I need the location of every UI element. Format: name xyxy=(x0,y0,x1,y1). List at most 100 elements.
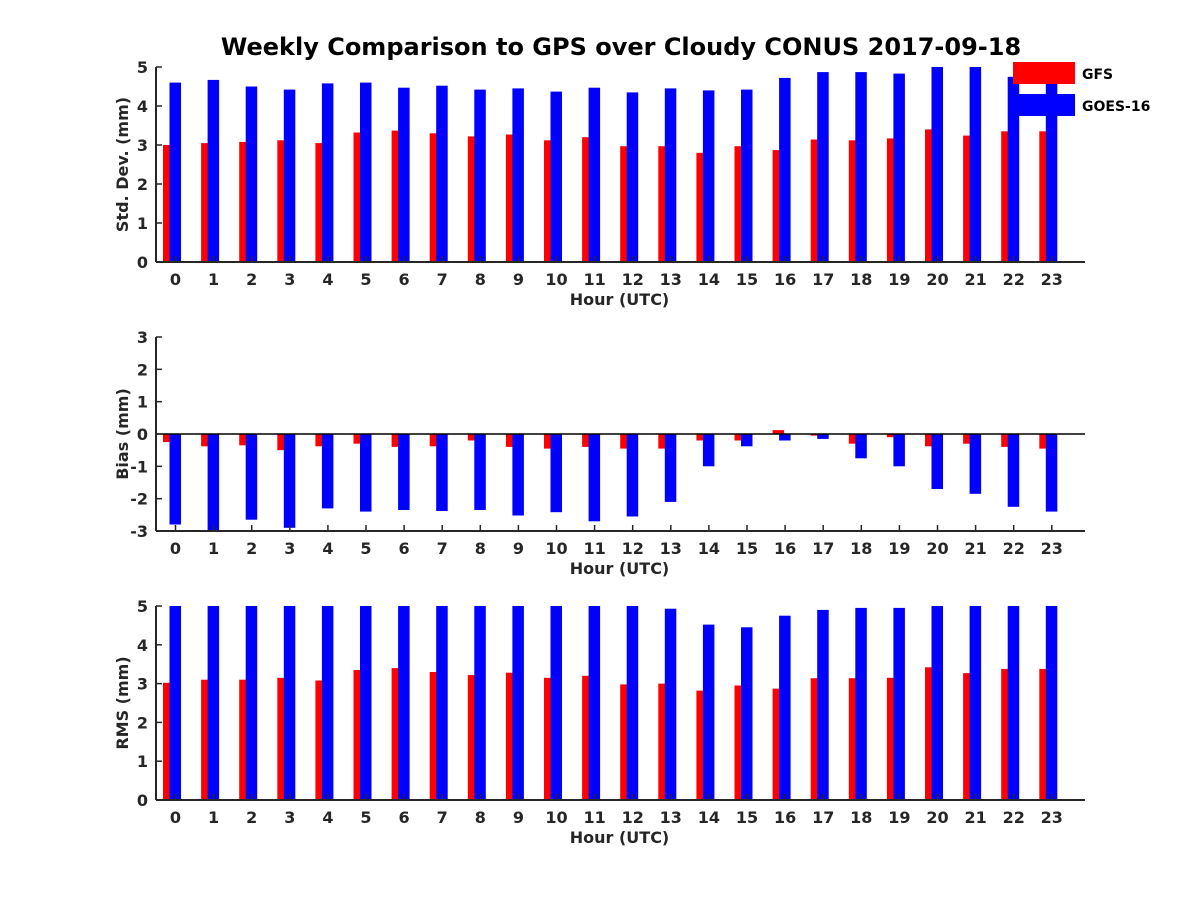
bar-gfs-17 xyxy=(810,139,823,262)
bar-gfs-13 xyxy=(658,146,670,262)
bar-goes16-21 xyxy=(969,606,982,800)
bar-goes16-6 xyxy=(398,606,410,800)
bar-goes16-2 xyxy=(245,434,258,520)
x-tick-label: 19 xyxy=(888,808,910,827)
bar-goes16-20 xyxy=(931,67,943,262)
bar-gfs-12 xyxy=(620,434,632,449)
y-tick-label: -1 xyxy=(130,457,148,476)
bar-gfs-7 xyxy=(429,672,442,800)
bar-gfs-13 xyxy=(658,683,670,800)
bar-gfs-4 xyxy=(315,680,327,800)
bar-goes16-20 xyxy=(931,606,943,800)
bar-goes16-6 xyxy=(398,434,410,510)
bar-goes16-7 xyxy=(436,606,448,800)
bar-gfs-10 xyxy=(544,140,556,262)
bar-goes16-0 xyxy=(169,606,181,800)
x-tick-label: 15 xyxy=(736,539,758,558)
legend-label-gfs: GFS xyxy=(1082,67,1113,83)
bar-gfs-12 xyxy=(620,684,632,800)
x-tick-label: 0 xyxy=(170,539,181,558)
bar-gfs-7 xyxy=(429,434,442,447)
y-tick-label: 3 xyxy=(137,328,148,347)
bar-goes16-18 xyxy=(855,72,867,262)
bar-goes16-22 xyxy=(1007,606,1020,800)
x-tick-label: 6 xyxy=(399,539,410,558)
bar-gfs-19 xyxy=(886,677,899,800)
y-tick-label: 2 xyxy=(137,713,148,732)
bar-goes16-21 xyxy=(969,434,982,494)
bar-goes16-17 xyxy=(817,72,829,262)
y-tick-label: 2 xyxy=(137,360,148,379)
y-tick-label: -3 xyxy=(130,522,148,541)
bar-goes16-17 xyxy=(817,609,829,800)
bar-gfs-23 xyxy=(1039,434,1051,449)
x-tick-label: 0 xyxy=(170,808,181,827)
bar-gfs-22 xyxy=(1001,131,1013,262)
x-tick-label: 13 xyxy=(660,539,682,558)
bar-goes16-16 xyxy=(779,434,791,441)
bar-gfs-20 xyxy=(925,434,937,447)
x-tick-label: 4 xyxy=(322,539,333,558)
legend: GFS GOES-16 xyxy=(1013,62,1150,116)
x-tick-label: 3 xyxy=(284,539,295,558)
x-tick-label: 23 xyxy=(1041,270,1063,289)
bar-gfs-17 xyxy=(810,434,823,436)
bar-goes16-10 xyxy=(550,91,562,262)
y-tick-label: 0 xyxy=(137,425,148,444)
x-tick-label: 17 xyxy=(812,539,834,558)
bar-gfs-2 xyxy=(239,679,251,800)
bar-goes16-11 xyxy=(588,606,601,800)
bar-gfs-13 xyxy=(658,434,670,449)
x-tick-label: 19 xyxy=(888,539,910,558)
x-tick-label: 15 xyxy=(736,270,758,289)
x-tick-label: 21 xyxy=(964,270,986,289)
x-tick-label: 10 xyxy=(545,539,567,558)
y-tick-label: 1 xyxy=(137,752,148,771)
x-tick-label: 11 xyxy=(583,270,605,289)
bar-gfs-19 xyxy=(886,434,899,438)
x-tick-label: 1 xyxy=(208,539,219,558)
x-tick-label: 12 xyxy=(622,539,644,558)
x-tick-label: 23 xyxy=(1041,539,1063,558)
x-tick-label: 15 xyxy=(736,808,758,827)
bar-gfs-9 xyxy=(505,134,518,262)
bar-gfs-8 xyxy=(467,434,480,441)
x-tick-label: 6 xyxy=(399,808,410,827)
y-tick-label: 2 xyxy=(137,175,148,194)
bar-gfs-4 xyxy=(315,434,327,447)
y-tick-label: 0 xyxy=(137,791,148,810)
bar-goes16-1 xyxy=(207,434,220,531)
bar-gfs-22 xyxy=(1001,668,1013,800)
x-tick-label: 7 xyxy=(437,539,448,558)
x-tick-label: 10 xyxy=(545,270,567,289)
y-axis-label: Std. Dev. (mm) xyxy=(113,97,132,232)
x-tick-label: 8 xyxy=(475,808,486,827)
bar-gfs-16 xyxy=(772,430,785,434)
bar-goes16-22 xyxy=(1007,76,1020,263)
bar-gfs-0 xyxy=(163,434,175,443)
x-tick-label: 6 xyxy=(399,270,410,289)
x-tick-label: 2 xyxy=(246,539,257,558)
bar-goes16-19 xyxy=(893,434,905,467)
bar-goes16-1 xyxy=(207,606,220,800)
bar-gfs-2 xyxy=(239,141,251,262)
bar-gfs-18 xyxy=(848,434,861,444)
bar-goes16-4 xyxy=(321,606,334,800)
bar-gfs-18 xyxy=(848,140,861,262)
bar-goes16-22 xyxy=(1007,434,1020,507)
x-tick-label: 20 xyxy=(926,270,948,289)
bar-goes16-5 xyxy=(360,82,372,262)
y-tick-label: 1 xyxy=(137,393,148,412)
bar-gfs-1 xyxy=(201,679,213,800)
bar-goes16-18 xyxy=(855,607,867,800)
bar-gfs-11 xyxy=(582,675,594,800)
x-tick-label: 21 xyxy=(964,808,986,827)
bar-gfs-18 xyxy=(848,678,861,800)
x-tick-label: 5 xyxy=(360,539,371,558)
x-tick-label: 18 xyxy=(850,270,872,289)
bar-goes16-10 xyxy=(550,606,562,800)
